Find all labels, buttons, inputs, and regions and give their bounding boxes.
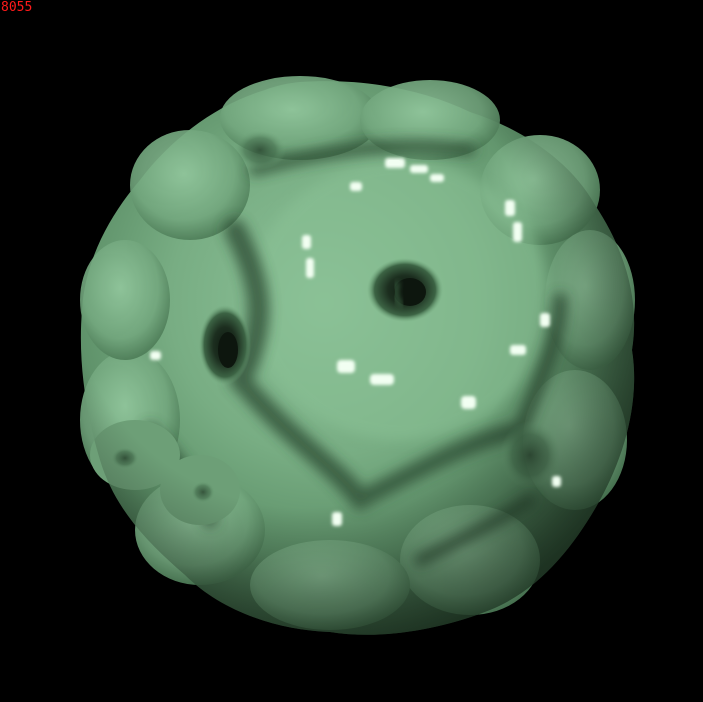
- frame-number-label: 8055: [1, 0, 32, 16]
- surface-edge-shadow: [81, 81, 634, 635]
